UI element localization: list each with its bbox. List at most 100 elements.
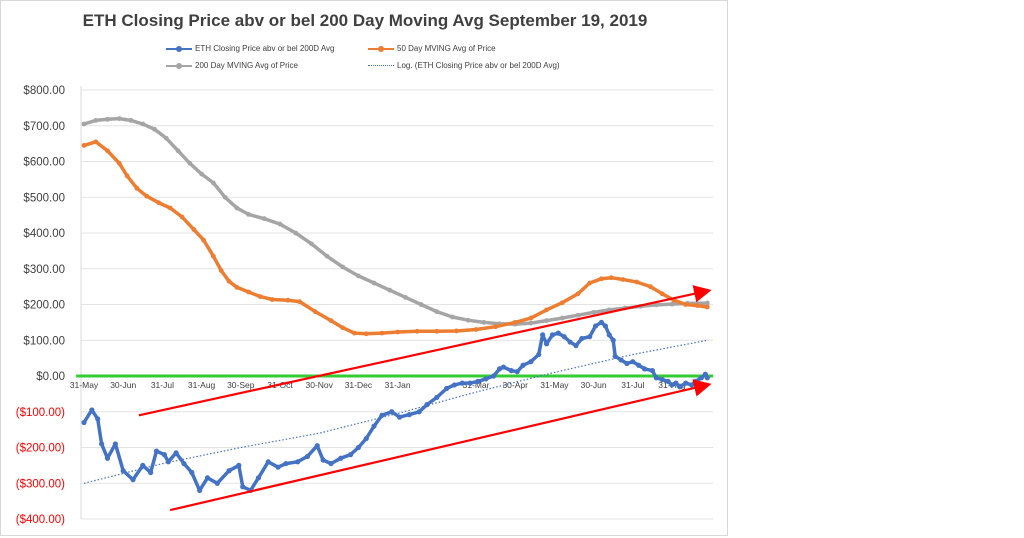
eth-price-point (434, 394, 440, 401)
ma200-point (575, 312, 581, 318)
ma50-point (134, 185, 140, 191)
ma50-point (575, 291, 581, 297)
ma50-point (414, 328, 420, 334)
eth-price-point (304, 453, 311, 460)
ma50-point (608, 275, 614, 281)
ma200-point (277, 221, 283, 227)
eth-price-point (153, 448, 160, 454)
ma50-point (544, 307, 549, 313)
eth-price-point (669, 382, 675, 388)
ma200-point (261, 216, 267, 222)
ma50-point (659, 291, 665, 297)
ma200-point (199, 171, 205, 177)
y-tick-label: ($100.00) (16, 407, 65, 419)
ma200-point (128, 117, 134, 123)
y-tick-label: ($200.00) (16, 443, 65, 455)
y-tick-label: $100.00 (23, 335, 65, 347)
eth-price-point (275, 464, 281, 470)
eth-price-point (173, 450, 179, 456)
eth-price-point (226, 468, 232, 474)
eth-price-point (592, 323, 599, 329)
eth-price-point (236, 462, 242, 468)
ma200-point (324, 253, 330, 259)
eth-price-point (567, 339, 573, 345)
ma50-point (269, 297, 275, 302)
ma50-point (297, 299, 302, 305)
eth-price-point (587, 334, 593, 340)
y-tick-label: ($400.00) (16, 514, 65, 526)
eth-price-point (496, 366, 503, 372)
y-tick-label: $400.00 (23, 228, 65, 240)
x-tick-label: 30-Jun (581, 380, 607, 390)
ma50-point (695, 303, 700, 308)
ma200-point (140, 121, 146, 127)
eth-price-point (140, 462, 146, 468)
eth-price-point (265, 459, 271, 465)
ma50-point (124, 173, 130, 179)
ma200-point (234, 205, 240, 211)
eth-price-point (692, 378, 699, 384)
ma50-point (352, 330, 357, 336)
ma50-point (559, 300, 565, 306)
ma50-point (81, 143, 87, 148)
legend-label-log-trend: Log. (ETH Closing Price abv or bel 200D … (397, 61, 560, 70)
y-tick-label: $700.00 (23, 121, 65, 133)
eth-price-point (328, 460, 334, 467)
legend-label-50day: 50 Day MVING Avg of Price (397, 44, 496, 53)
x-tick-label: 31-Jul (621, 380, 644, 390)
eth-price-point (573, 343, 579, 349)
ma50-point (328, 318, 334, 323)
eth-price-point (649, 368, 656, 374)
ma200-point (105, 116, 110, 122)
y-tick-label: $500.00 (23, 192, 65, 204)
ma50-point (587, 280, 593, 286)
eth-price-point (363, 435, 369, 442)
ma50-point (454, 328, 459, 334)
legend-item-50day: 50 Day MVING Avg of Price (368, 44, 496, 53)
eth-price-point (636, 362, 642, 368)
eth-price-point (99, 441, 105, 447)
ma50-point (167, 205, 173, 211)
eth-price-point (579, 335, 585, 342)
eth-price-point (104, 455, 111, 461)
chart-title: ETH Closing Price abv or bel 200 Day Mov… (82, 11, 648, 30)
ma200-point (387, 287, 393, 293)
x-tick-label: 31-Mar (463, 380, 490, 390)
eth-price-point (561, 334, 567, 340)
x-tick-label: 31-May (540, 380, 569, 390)
ma200-point (163, 135, 169, 141)
x-tick-label: 31-May (70, 380, 99, 390)
x-tick-label: 31-Jul (151, 380, 174, 390)
ma50-point (634, 279, 640, 285)
eth-price-point (165, 459, 171, 465)
eth-price-point (704, 375, 710, 381)
ma200-point (222, 194, 228, 200)
ma50-point (683, 302, 689, 307)
eth-price-point (89, 407, 95, 413)
ma50-point (512, 319, 518, 325)
ma200-point (653, 302, 659, 308)
eth-price-point (204, 475, 211, 481)
legend-item-200day: 200 Day MVING Avg of Price (166, 61, 298, 70)
y-tick-label: $800.00 (23, 85, 65, 97)
ma200-point (669, 301, 675, 307)
eth-price-point (698, 375, 705, 381)
eth-price-point (602, 323, 608, 329)
eth-price-point (689, 382, 695, 388)
ma200-point (175, 148, 181, 154)
eth-price-point (214, 480, 220, 486)
ma200-point (528, 320, 534, 326)
eth-price-point (283, 460, 289, 467)
y-tick-label: $300.00 (23, 264, 65, 276)
eth-price-point (396, 414, 403, 420)
eth-price-point (483, 376, 489, 382)
ma200-point (81, 121, 87, 127)
x-tick-label: 30-Jun (110, 380, 136, 390)
ma50-point (493, 324, 498, 330)
ma200-point (246, 212, 252, 217)
ma50-point (210, 253, 216, 259)
eth-price-point (540, 332, 546, 338)
eth-price-point (240, 484, 246, 490)
eth-price-point (148, 469, 154, 476)
ma200-point (116, 116, 122, 121)
